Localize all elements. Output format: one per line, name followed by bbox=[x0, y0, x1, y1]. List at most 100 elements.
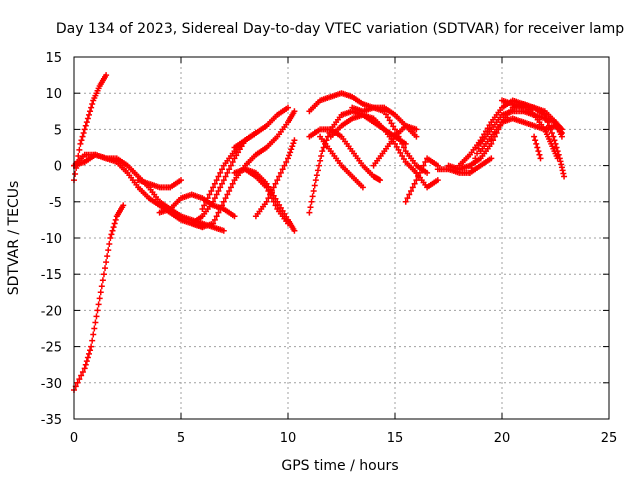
data-point bbox=[224, 191, 231, 198]
data-point bbox=[76, 376, 83, 383]
data-point bbox=[408, 187, 415, 194]
series-arc31 bbox=[541, 111, 568, 180]
data-point bbox=[104, 253, 111, 260]
data-point bbox=[551, 137, 558, 144]
data-point bbox=[110, 224, 117, 231]
data-point bbox=[309, 193, 316, 200]
y-tick-label: -15 bbox=[41, 268, 62, 283]
data-point bbox=[277, 204, 284, 211]
data-point bbox=[290, 140, 297, 147]
data-point bbox=[120, 202, 127, 209]
data-point bbox=[84, 354, 91, 361]
data-point bbox=[82, 361, 89, 368]
series-arc15 bbox=[306, 126, 384, 184]
data-point bbox=[227, 162, 234, 169]
data-point bbox=[227, 184, 234, 191]
series-arc19 bbox=[349, 104, 420, 140]
data-point bbox=[102, 265, 109, 272]
data-point bbox=[87, 347, 94, 354]
data-point bbox=[108, 231, 115, 238]
data-point bbox=[535, 148, 542, 155]
data-point bbox=[276, 173, 283, 180]
data-point bbox=[79, 133, 86, 140]
data-point bbox=[210, 220, 217, 227]
series-arc21 bbox=[402, 155, 441, 205]
data-point bbox=[544, 119, 551, 126]
data-point bbox=[553, 144, 560, 151]
data-point bbox=[231, 213, 238, 220]
data-point bbox=[288, 146, 295, 153]
data-series bbox=[71, 72, 568, 394]
y-tick-label: -5 bbox=[49, 196, 62, 211]
data-point bbox=[85, 111, 92, 118]
series-arc2 bbox=[71, 202, 127, 394]
series-arc9 bbox=[188, 108, 298, 231]
data-point bbox=[397, 149, 404, 156]
data-point bbox=[281, 162, 288, 169]
data-point bbox=[213, 191, 220, 198]
series-arc4 bbox=[71, 151, 206, 231]
data-point bbox=[94, 307, 101, 314]
data-point bbox=[470, 160, 477, 167]
data-point bbox=[206, 191, 213, 198]
data-point bbox=[74, 379, 81, 386]
data-point bbox=[272, 180, 279, 187]
data-point bbox=[314, 167, 321, 174]
data-point bbox=[420, 162, 427, 169]
data-point bbox=[105, 247, 112, 254]
chart-title: Day 134 of 2023, Sidereal Day-to-day VTE… bbox=[56, 21, 624, 37]
data-point bbox=[222, 195, 229, 202]
data-point bbox=[111, 220, 118, 227]
data-point bbox=[222, 173, 229, 180]
y-tick-label: 5 bbox=[54, 123, 62, 138]
data-point bbox=[413, 177, 420, 184]
data-point bbox=[291, 137, 298, 144]
data-point bbox=[80, 130, 87, 137]
data-point bbox=[215, 187, 222, 194]
data-point bbox=[558, 133, 565, 140]
data-point bbox=[267, 191, 274, 198]
data-point bbox=[233, 152, 240, 159]
data-point bbox=[199, 206, 206, 213]
data-point bbox=[277, 169, 284, 176]
series-arc18 bbox=[327, 111, 420, 176]
data-point bbox=[319, 148, 326, 155]
data-point bbox=[285, 104, 291, 111]
data-point bbox=[211, 180, 218, 187]
y-tick-label: 15 bbox=[45, 51, 62, 66]
series-arc7 bbox=[188, 130, 259, 227]
data-point bbox=[548, 130, 555, 137]
data-point bbox=[474, 150, 481, 157]
data-point bbox=[88, 343, 95, 350]
data-point bbox=[384, 114, 391, 121]
data-point bbox=[89, 101, 96, 108]
data-point bbox=[484, 125, 491, 132]
data-point bbox=[543, 115, 550, 122]
series-arc5 bbox=[135, 177, 184, 191]
y-tick-label: -10 bbox=[41, 232, 62, 247]
series-arc22 bbox=[413, 169, 441, 191]
data-point bbox=[311, 182, 318, 189]
data-point bbox=[312, 177, 319, 184]
data-point bbox=[85, 350, 92, 357]
data-point bbox=[79, 368, 86, 375]
data-point bbox=[536, 151, 543, 158]
data-point bbox=[409, 184, 416, 191]
data-point bbox=[377, 177, 384, 184]
data-point bbox=[534, 144, 541, 151]
data-point bbox=[306, 209, 313, 216]
data-point bbox=[82, 122, 89, 129]
data-point bbox=[287, 149, 294, 156]
data-point bbox=[310, 187, 317, 194]
data-point bbox=[202, 198, 209, 205]
x-tick-label: 5 bbox=[177, 431, 185, 446]
data-point bbox=[316, 162, 323, 169]
data-point bbox=[561, 173, 568, 180]
data-point bbox=[488, 140, 495, 147]
data-point bbox=[359, 184, 366, 191]
data-point bbox=[413, 126, 420, 133]
data-point bbox=[72, 171, 79, 178]
data-point bbox=[220, 198, 227, 205]
data-point bbox=[103, 259, 110, 266]
data-point bbox=[100, 271, 107, 278]
